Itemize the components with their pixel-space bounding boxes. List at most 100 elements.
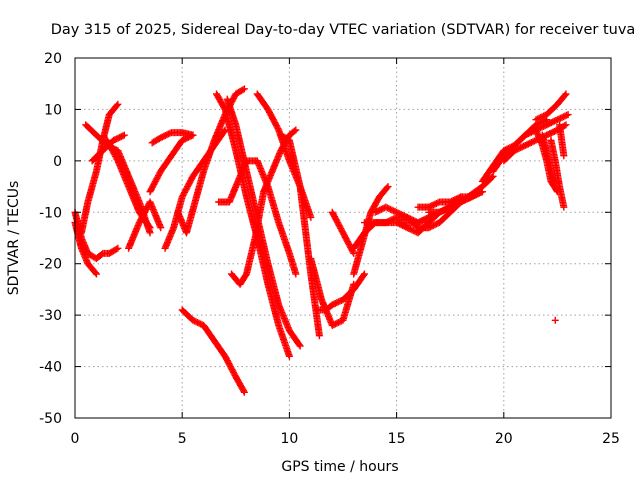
data-point — [295, 341, 303, 349]
data-point — [465, 194, 473, 202]
data-point — [360, 271, 368, 279]
data-point — [307, 213, 315, 221]
y-tick-label: 20 — [44, 51, 62, 67]
series-arc14 — [223, 95, 304, 350]
data-point — [446, 203, 454, 211]
data-point — [431, 221, 439, 229]
series-arc28 — [425, 193, 476, 216]
data-point — [560, 113, 568, 121]
y-axis-label: SDTVAR / TECUs — [6, 181, 22, 296]
data-point — [458, 197, 466, 205]
data-point — [189, 131, 197, 139]
series-arc32 — [532, 90, 570, 124]
data-point — [330, 300, 338, 308]
data-point — [524, 140, 532, 148]
data-point — [396, 210, 404, 218]
data-point — [220, 127, 228, 135]
data-point — [376, 206, 384, 214]
data-point — [331, 299, 339, 307]
data-point — [180, 136, 188, 144]
data-point — [463, 195, 471, 203]
y-tick-label: -50 — [39, 411, 62, 427]
data-point — [475, 189, 483, 197]
data-point — [292, 270, 300, 278]
data-point — [426, 202, 434, 210]
x-tick-label: 0 — [71, 431, 80, 447]
data-point — [451, 201, 459, 209]
data-point — [477, 188, 485, 196]
data-point — [386, 205, 394, 213]
data-point — [409, 227, 417, 235]
data-point — [383, 204, 391, 212]
data-point — [336, 297, 344, 305]
data-point — [428, 202, 436, 210]
grid-lines — [75, 58, 611, 418]
data-point — [455, 199, 463, 207]
data-point — [161, 132, 169, 140]
data-point — [197, 320, 205, 328]
data-point — [440, 206, 448, 214]
data-point — [390, 207, 398, 215]
data-point — [558, 114, 566, 122]
data-point — [552, 116, 560, 124]
data-point — [333, 299, 341, 307]
data-point — [373, 208, 381, 216]
x-tick-label: 20 — [495, 431, 513, 447]
data-point — [394, 209, 402, 217]
data-point — [399, 211, 407, 219]
data-point — [388, 206, 396, 214]
data-point — [474, 190, 482, 198]
data-point — [330, 321, 338, 329]
data-point — [397, 210, 405, 218]
data-points — [71, 85, 572, 396]
data-point — [383, 184, 391, 192]
y-tick-label: 10 — [44, 102, 62, 118]
y-tick-label: 0 — [53, 154, 62, 170]
data-point — [157, 134, 165, 142]
data-point — [551, 316, 559, 324]
series-arc12 — [178, 306, 248, 396]
data-point — [374, 207, 382, 215]
data-point — [549, 118, 557, 126]
data-point — [526, 129, 534, 137]
data-point — [524, 130, 532, 138]
data-point — [434, 199, 442, 207]
data-point — [521, 131, 529, 139]
data-point — [537, 124, 545, 132]
data-point — [146, 224, 154, 232]
data-point — [240, 85, 248, 93]
data-point — [520, 142, 528, 150]
x-tick-label: 15 — [388, 431, 406, 447]
x-axis-label: GPS time / hours — [281, 459, 398, 475]
data-point — [560, 203, 568, 211]
data-point — [116, 133, 124, 141]
data-point — [527, 138, 535, 146]
data-point — [478, 188, 486, 196]
data-point — [432, 220, 440, 228]
data-point — [333, 319, 341, 327]
series-arc6 — [103, 136, 154, 232]
data-point — [431, 200, 439, 208]
data-point — [437, 208, 445, 216]
data-point — [119, 132, 127, 140]
data-point — [292, 126, 300, 134]
data-point — [523, 141, 531, 149]
data-point — [454, 199, 462, 207]
data-point — [445, 204, 453, 212]
data-point — [448, 202, 456, 210]
data-point — [468, 193, 476, 201]
y-tick-label: -30 — [39, 308, 62, 324]
data-point — [393, 219, 401, 227]
data-point — [563, 111, 571, 119]
data-point — [466, 194, 474, 202]
y-tick-label: -20 — [39, 257, 62, 273]
data-point — [360, 270, 368, 278]
data-point — [194, 318, 202, 326]
data-point — [114, 244, 122, 252]
data-point — [429, 201, 437, 209]
data-point — [556, 114, 564, 122]
data-point — [523, 130, 531, 138]
data-point — [296, 342, 304, 350]
data-point — [163, 131, 171, 139]
data-point — [164, 130, 172, 138]
